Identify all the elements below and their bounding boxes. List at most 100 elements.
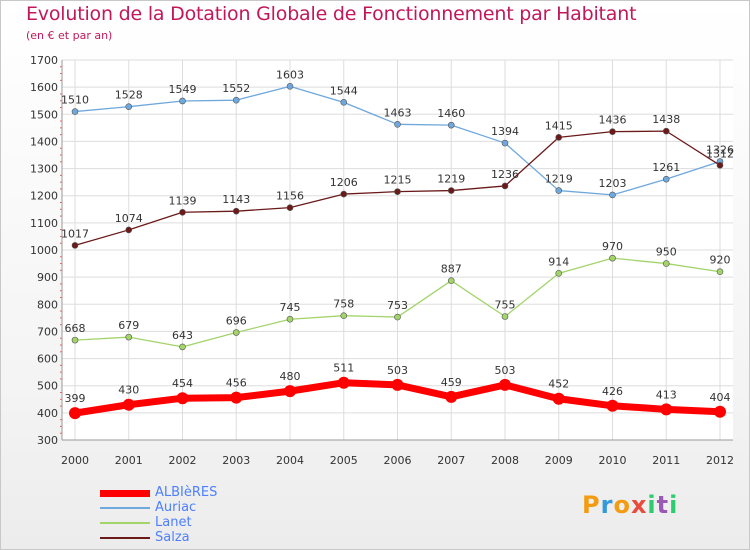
data-point (662, 175, 670, 183)
data-label: 1074 (115, 212, 143, 225)
data-label: 970 (602, 240, 623, 253)
data-point (125, 226, 133, 234)
x-tick-label: 2009 (545, 454, 573, 467)
data-point (232, 329, 240, 336)
data-label: 1219 (437, 173, 465, 186)
y-tick-label: 1300 (30, 163, 58, 176)
data-point (179, 343, 186, 351)
data-label: 399 (65, 392, 86, 405)
data-point (552, 392, 565, 405)
legend-item: ALBIèRES (100, 485, 300, 500)
y-tick-label: 500 (37, 380, 58, 393)
data-point (499, 378, 511, 391)
data-point (71, 336, 79, 344)
data-point (447, 121, 455, 129)
data-point (660, 403, 673, 416)
data-label: 1544 (330, 84, 358, 97)
data-point (447, 277, 455, 284)
logo-letter: i (669, 491, 679, 519)
data-label: 511 (333, 362, 354, 375)
x-tick-label: 2004 (276, 454, 304, 467)
data-label: 1261 (652, 161, 680, 174)
data-point (391, 378, 404, 391)
data-label: 452 (548, 378, 569, 391)
legend-item: Lanet (100, 515, 300, 530)
data-label: 1460 (437, 107, 465, 120)
data-point (609, 191, 616, 199)
data-point (125, 333, 133, 341)
x-tick-label: 2000 (61, 454, 89, 467)
y-tick-label: 1700 (30, 54, 58, 67)
legend-swatch (100, 522, 150, 524)
data-point (609, 128, 616, 135)
logo-letter: o (613, 491, 631, 519)
data-label: 920 (710, 254, 731, 267)
data-label: 950 (656, 246, 677, 259)
data-point (337, 376, 350, 389)
data-point (555, 187, 563, 194)
y-tick-label: 600 (37, 353, 58, 366)
data-point (716, 268, 724, 276)
data-label: 755 (495, 299, 516, 312)
data-label: 404 (710, 391, 731, 404)
data-point (662, 127, 670, 135)
y-tick-label: 1100 (30, 217, 58, 230)
legend-label: ALBIèRES (155, 485, 218, 500)
legend-label: Salza (155, 530, 190, 545)
data-label: 914 (548, 255, 569, 268)
data-point (69, 407, 81, 420)
chart-subtitle: (en € et par an) (26, 29, 113, 42)
data-point (284, 385, 296, 398)
data-point (714, 405, 726, 418)
data-label: 1436 (599, 114, 627, 127)
data-point (71, 108, 79, 115)
legend-swatch (100, 489, 150, 497)
data-point (179, 208, 186, 216)
legend-label: Lanet (155, 515, 192, 530)
data-point (716, 162, 724, 169)
y-tick-label: 800 (37, 298, 58, 311)
data-point (445, 390, 458, 403)
data-label: 1156 (276, 190, 304, 203)
y-tick-label: 1000 (30, 244, 58, 257)
x-tick-label: 2012 (706, 454, 734, 467)
data-point (394, 188, 401, 195)
data-point (501, 139, 509, 147)
proxiti-logo: Proxiti (582, 491, 678, 519)
data-label: 1206 (330, 176, 358, 189)
data-label: 1312 (706, 147, 734, 160)
data-point (555, 270, 563, 277)
data-label: 459 (441, 376, 462, 389)
y-tick-label: 300 (37, 434, 58, 447)
data-label: 413 (656, 388, 677, 401)
data-label: 430 (118, 384, 139, 397)
data-label: 1549 (169, 83, 197, 96)
x-tick-label: 2007 (437, 454, 465, 467)
data-point (232, 96, 240, 104)
data-label: 1139 (169, 194, 197, 207)
data-label: 753 (387, 299, 408, 312)
data-point (340, 99, 348, 106)
logo-letter: i (647, 491, 657, 519)
data-label: 745 (280, 301, 301, 314)
data-point (662, 260, 670, 267)
data-label: 1510 (61, 94, 89, 107)
data-label: 1438 (652, 113, 680, 126)
data-point (71, 242, 79, 249)
data-point (286, 83, 294, 90)
data-label: 1552 (222, 82, 250, 95)
x-tick-label: 2002 (169, 454, 197, 467)
y-tick-label: 400 (37, 407, 58, 420)
data-point (286, 204, 294, 211)
chart-title: Evolution de la Dotation Globale de Fonc… (26, 3, 637, 25)
data-point (501, 313, 509, 320)
data-label: 887 (441, 263, 462, 276)
data-label: 426 (602, 385, 623, 398)
y-tick-label: 1200 (30, 190, 58, 203)
data-point (606, 399, 619, 412)
data-label: 1219 (545, 173, 573, 186)
data-point (125, 103, 133, 110)
data-point (555, 134, 563, 141)
x-tick-label: 2005 (330, 454, 358, 467)
